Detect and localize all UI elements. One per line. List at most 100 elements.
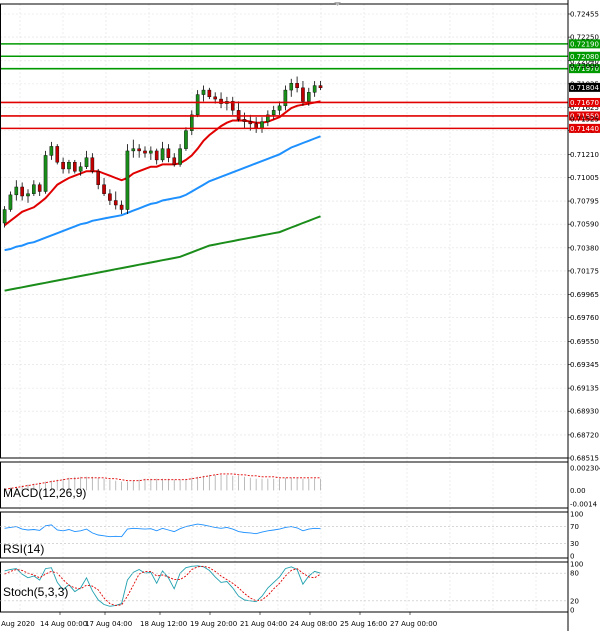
x-tick-label: 14 Aug 00:00	[40, 620, 87, 628]
candle-body	[295, 83, 299, 89]
x-tick-label: 24 Aug 08:00	[290, 620, 337, 628]
candle-body	[26, 193, 30, 197]
candle-body	[236, 110, 241, 120]
stoch-tick-label: 100	[570, 561, 583, 569]
candle-body	[289, 83, 294, 91]
candle-body	[49, 146, 54, 156]
y-tick-label: 0.71625	[570, 104, 599, 112]
panel-frames	[0, 0, 569, 631]
candle-body	[14, 186, 19, 196]
y-tick-label: 0.69760	[570, 314, 599, 322]
x-tick-label: 19 Aug 20:00	[190, 620, 237, 628]
candle-body	[201, 89, 206, 95]
stoch-tick-label: 0	[570, 607, 574, 615]
candle-body	[2, 209, 7, 224]
candle-body	[125, 150, 130, 210]
rsi-tick-label: 0	[570, 553, 574, 561]
rsi-tick-label: 70	[570, 523, 579, 531]
candle-body	[119, 204, 124, 210]
resistance-level-label-bg	[569, 39, 600, 49]
macd-tick-label: 0.002304	[570, 465, 600, 473]
candle-body	[90, 157, 95, 172]
price-axis: 0.724550.722500.720400.718350.716250.714…	[568, 11, 600, 463]
candle-body	[96, 171, 100, 185]
candle-body	[8, 194, 13, 210]
y-tick-label: 0.70380	[570, 244, 599, 252]
moving-averages	[3, 100, 321, 292]
candle-body	[37, 184, 42, 192]
candle-body	[219, 98, 223, 104]
candle-body	[72, 161, 77, 172]
x-tick-label: 18 Aug 12:00	[140, 620, 187, 628]
candle-body	[43, 155, 48, 192]
y-tick-label: 0.70590	[570, 221, 599, 229]
candle-body	[172, 157, 177, 165]
y-tick-label: 0.72455	[570, 11, 599, 19]
candle-body	[271, 110, 276, 116]
candle-body	[131, 148, 136, 152]
macd-tick-label: 0.00	[570, 487, 586, 495]
y-tick-label: 0.71210	[570, 151, 599, 159]
panel-frame	[0, 461, 569, 509]
y-tick-label: 0.68515	[570, 455, 599, 463]
candlesticks	[2, 76, 323, 228]
y-tick-label: 0.69965	[570, 291, 599, 299]
support-level-label: 0.71550	[570, 112, 599, 120]
x-tick-label: 25 Aug 16:00	[340, 620, 387, 628]
candle-body	[149, 150, 153, 154]
ma-fast-line	[3, 100, 321, 227]
candle-body	[108, 193, 112, 201]
x-tick-label: 14 Aug 2020	[0, 620, 35, 628]
rsi-label: RSI(14)	[3, 542, 44, 556]
x-tick-label: 27 Aug 00:00	[390, 620, 437, 628]
support-level-label-bg	[569, 123, 600, 133]
candle-body	[277, 105, 282, 111]
candle-body	[137, 148, 141, 152]
stoch-label: Stoch(5,3,3)	[3, 585, 68, 599]
candle-body	[318, 85, 323, 89]
candle-body	[78, 166, 83, 172]
stoch-tick-label: 20	[570, 597, 579, 605]
y-tick-label: 0.69345	[570, 361, 599, 369]
support-level-label-bg	[569, 97, 600, 107]
candle-body	[67, 161, 71, 170]
candle-body	[242, 119, 247, 122]
candle-body	[61, 161, 65, 170]
y-tick-label: 0.71005	[570, 174, 599, 182]
rsi-tick-label: 30	[570, 540, 579, 548]
y-tick-label: 0.70795	[570, 198, 599, 206]
ma-slow-line	[4, 215, 321, 292]
candle-body	[102, 184, 106, 194]
y-tick-label: 0.70175	[570, 267, 599, 275]
rsi-panel: 100 70 30 0	[0, 511, 583, 561]
candle-body	[113, 200, 118, 206]
y-tick-label: 0.68720	[570, 431, 599, 439]
candle-body	[230, 101, 235, 111]
macd-label: MACD(12,26,9)	[3, 486, 86, 500]
resistance-level-label-bg	[569, 64, 600, 74]
ma-mid-line	[4, 135, 321, 252]
candle-body	[195, 94, 200, 116]
macd-tick-label: -0.0014	[570, 501, 598, 509]
candle-body	[283, 89, 288, 107]
resistance-level-label-bg	[569, 51, 600, 61]
scroll-marker-icon[interactable]	[334, 2, 341, 6]
current-price-bg	[569, 82, 600, 92]
resistance-level-label: 0.72190	[570, 40, 599, 48]
y-tick-label: 0.72250	[570, 34, 599, 42]
x-tick-label: 21 Aug 04:00	[240, 620, 287, 628]
y-tick-label: 0.72040	[570, 57, 599, 65]
candle-body	[260, 121, 264, 129]
y-tick-label: 0.69135	[570, 385, 599, 393]
current-price-label: 0.71804	[570, 84, 599, 92]
candle-body	[143, 150, 147, 154]
candle-body	[160, 148, 165, 161]
x-tick-label: 17 Aug 04:00	[85, 620, 132, 628]
y-tick-label: 0.68930	[570, 408, 599, 416]
macd-panel: 0.002304 0.00 -0.0014	[4, 465, 600, 509]
resistance-level-label: 0.71970	[570, 65, 599, 73]
candle-body	[213, 96, 218, 100]
candle-body	[312, 85, 317, 93]
